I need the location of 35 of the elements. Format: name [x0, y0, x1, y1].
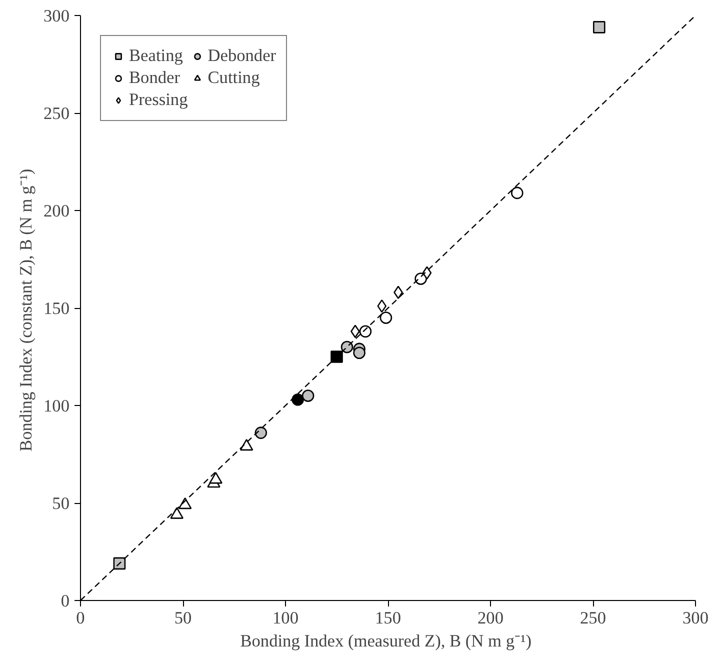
y-tick-label: 250	[44, 104, 70, 123]
point	[353, 346, 366, 359]
legend-label: Debonder	[208, 46, 276, 66]
y-tick-label: 0	[60, 592, 70, 610]
legend-label: Pressing	[129, 90, 188, 110]
x-tick-label: 300	[682, 608, 709, 628]
x-tick-label: 200	[478, 608, 504, 628]
point	[340, 340, 354, 354]
point	[240, 438, 254, 451]
x-tick-label: 100	[272, 608, 299, 628]
legend-label: Cutting	[208, 68, 260, 88]
point	[209, 472, 222, 484]
x-tick-label: 250	[580, 608, 606, 628]
y-tick-label: 150	[44, 299, 70, 318]
legend-label: Bonder	[129, 68, 180, 88]
y-tick-label: 50	[52, 494, 70, 513]
point	[170, 507, 184, 519]
x-tick-label: 0	[76, 608, 85, 628]
point	[254, 426, 268, 439]
x-tick-label: 150	[375, 608, 402, 628]
legend-label: Beating	[129, 46, 183, 66]
x-axis-title: Bonding Index (measured Z), B (N m g⁻¹)	[240, 632, 532, 650]
point	[380, 312, 392, 324]
y-tick-label: 200	[44, 202, 70, 220]
point	[292, 394, 304, 406]
point	[302, 390, 314, 402]
point	[422, 266, 432, 280]
point	[330, 350, 343, 363]
y-tick-label: 100	[44, 396, 70, 416]
point	[359, 325, 372, 338]
y-axis-title: Bonding Index (constant Z), B (N m g⁻¹)	[16, 168, 36, 452]
x-tick-label: 50	[174, 608, 192, 628]
point	[511, 186, 524, 200]
point	[593, 21, 606, 34]
y-tick-label: 300	[44, 6, 70, 26]
